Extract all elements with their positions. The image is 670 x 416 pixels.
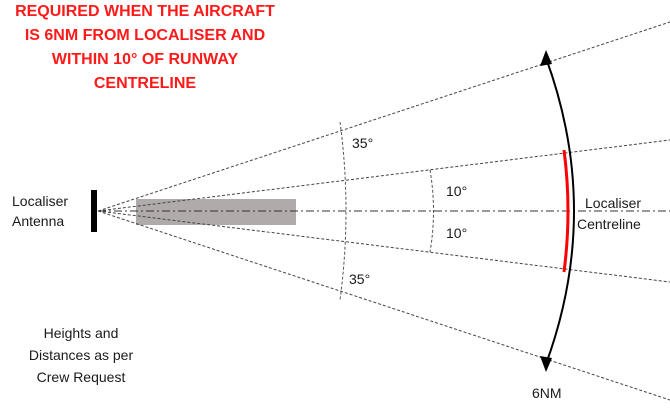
antenna-label-line2: Antenna [12, 213, 65, 229]
centreline-label-line2: Centreline [577, 216, 641, 232]
range-arc-highlight [562, 149, 570, 273]
upper-10-boundary [97, 139, 670, 212]
title-line: CENTRELINE [93, 75, 197, 92]
note-line: Crew Request [36, 369, 126, 385]
note-line: Distances as per [28, 347, 134, 363]
range-arc-6nm [545, 57, 575, 365]
centreline-label-line1: Localiser [585, 195, 642, 211]
angle-label-lower-10: 10° [446, 225, 468, 241]
upper-35-boundary [97, 21, 670, 212]
note-line: Heights and [43, 325, 119, 341]
angle-arc-10 [429, 169, 434, 253]
arrowhead-top-icon [540, 50, 552, 66]
angle-label-upper-35: 35° [352, 135, 374, 151]
arrowhead-bottom-icon [540, 356, 552, 372]
title-line: REQUIRED WHEN THE AIRCRAFT [15, 3, 275, 20]
angle-label-lower-35: 35° [349, 271, 371, 287]
angle-label-upper-10: 10° [446, 183, 468, 199]
antenna-bar [91, 190, 97, 232]
lower-10-boundary [97, 210, 670, 283]
angle-arc-35 [339, 121, 347, 301]
crew-request-note: Heights and Distances as per Crew Reques… [6, 322, 156, 388]
title-line: IS 6NM FROM LOCALISER AND [24, 27, 266, 44]
distance-label-6nm: 6NM [532, 385, 562, 401]
title-block: REQUIRED WHEN THE AIRCRAFT IS 6NM FROM L… [0, 0, 290, 96]
antenna-label-line1: Localiser [12, 193, 69, 209]
title-line: WITHIN 10° OF RUNWAY [51, 51, 239, 68]
lower-35-boundary [97, 210, 670, 401]
